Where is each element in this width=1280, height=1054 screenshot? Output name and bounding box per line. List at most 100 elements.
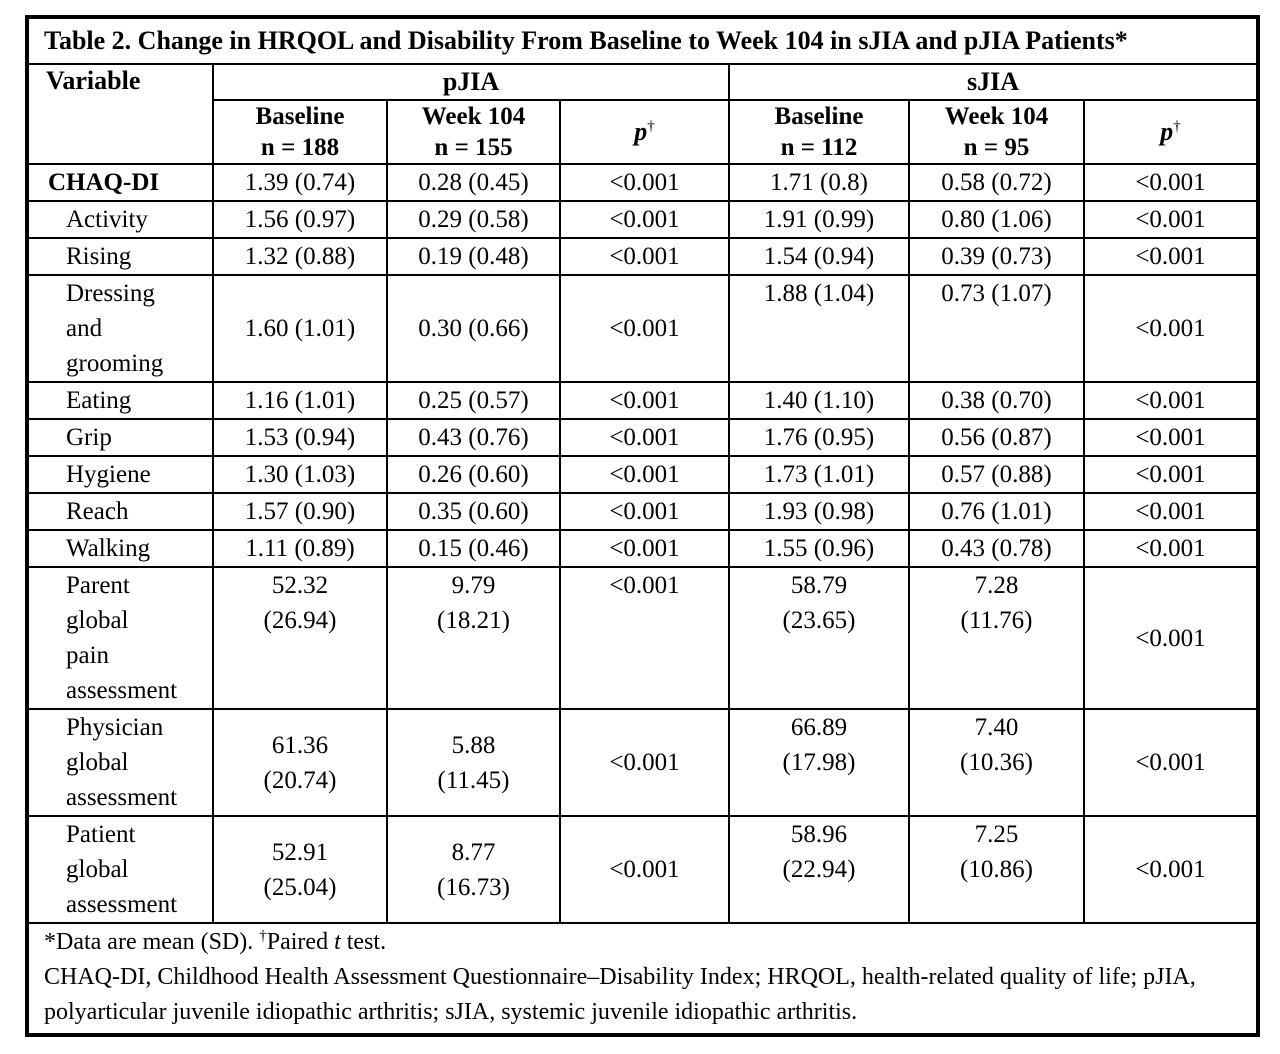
subheader-n: n = 188 bbox=[260, 134, 340, 161]
row-label: Parent global pain assessment bbox=[26, 566, 214, 710]
data-cell: <0.001 bbox=[1082, 455, 1260, 494]
data-cell: <0.001 bbox=[559, 381, 730, 420]
data-cell: 0.58 (0.72) bbox=[908, 163, 1085, 202]
data-cell: <0.001 bbox=[559, 200, 730, 239]
table-row: Dressing and grooming 1.60 (1.01) 0.30 (0.… bbox=[26, 274, 1260, 383]
data-cell: 1.54 (0.94) bbox=[728, 237, 910, 276]
data-cell: 1.73 (1.01) bbox=[728, 455, 910, 494]
data-cell: 58.96 (22.94) bbox=[728, 815, 910, 924]
data-cell: 58.79 (23.65) bbox=[728, 566, 910, 710]
row-label: Dressing and grooming bbox=[26, 274, 214, 383]
row-label: Activity bbox=[26, 200, 214, 239]
data-cell: <0.001 bbox=[1082, 381, 1260, 420]
footnote-test: test. bbox=[340, 929, 387, 955]
subheader-n: n = 95 bbox=[963, 134, 1030, 161]
column-header-sjia-week104: Week 104 n = 95 bbox=[908, 99, 1085, 165]
data-cell: 1.30 (1.03) bbox=[212, 455, 388, 494]
data-cell: 1.71 (0.8) bbox=[728, 163, 910, 202]
data-cell: 0.43 (0.78) bbox=[908, 529, 1085, 568]
data-cell: <0.001 bbox=[1082, 200, 1260, 239]
table-footer: *Data are mean (SD). †Paired t test. CHA… bbox=[25, 922, 1260, 1036]
data-cell: <0.001 bbox=[1082, 492, 1260, 531]
table-row: Eating 1.16 (1.01) 0.25 (0.57) <0.001 1.40 (… bbox=[26, 381, 1260, 420]
table-row: Rising 1.32 (0.88) 0.19 (0.48) <0.001 1.54 (… bbox=[26, 237, 1260, 276]
footnote-row: *Data are mean (SD). †Paired t test. CHA… bbox=[25, 922, 1260, 1036]
column-header-variable: Variable bbox=[26, 63, 214, 165]
data-cell: 7.25 (10.86) bbox=[908, 815, 1085, 924]
data-cell: 0.57 (0.88) bbox=[908, 455, 1085, 494]
data-cell: <0.001 bbox=[559, 708, 730, 817]
data-cell: <0.001 bbox=[1082, 708, 1260, 817]
data-cell: 0.76 (1.01) bbox=[908, 492, 1085, 531]
subheader-n: n = 112 bbox=[780, 134, 858, 161]
row-label: Eating bbox=[26, 381, 214, 420]
table-row: Patient global assessment 52.91 (25.04) 8.… bbox=[26, 815, 1260, 924]
footnotes: *Data are mean (SD). †Paired t test. CHA… bbox=[25, 922, 1260, 1036]
data-cell: <0.001 bbox=[559, 566, 730, 710]
table-row: Activity 1.56 (0.97) 0.29 (0.58) <0.001 1.91… bbox=[26, 200, 1260, 239]
subheader-title: Week 104 bbox=[944, 103, 1049, 130]
data-cell: 0.26 (0.60) bbox=[386, 455, 561, 494]
row-label: Physician global assessment bbox=[26, 708, 214, 817]
data-cell: 1.57 (0.90) bbox=[212, 492, 388, 531]
data-cell: 1.60 (1.01) bbox=[212, 274, 388, 383]
data-cell: 1.40 (1.10) bbox=[728, 381, 910, 420]
dagger-superscript: † bbox=[647, 118, 655, 135]
data-cell: <0.001 bbox=[1082, 274, 1260, 383]
data-cell: 52.32 (26.94) bbox=[212, 566, 388, 710]
p-symbol: p bbox=[1160, 117, 1174, 146]
footnote-line-1: *Data are mean (SD). †Paired t test. bbox=[44, 925, 1244, 960]
column-header-pjia-baseline: Baseline n = 188 bbox=[212, 99, 388, 165]
subheader-row: Baseline n = 188 Week 104 n = 155 p† Basel… bbox=[27, 99, 1260, 165]
data-cell: 1.88 (1.04) bbox=[728, 274, 910, 383]
subheader-title: Week 104 bbox=[421, 103, 526, 130]
data-cell: <0.001 bbox=[559, 237, 730, 276]
table-row: Hygiene 1.30 (1.03) 0.26 (0.60) <0.001 1.73 … bbox=[26, 455, 1260, 494]
p-symbol: p bbox=[634, 117, 648, 146]
row-label: Walking bbox=[26, 529, 214, 568]
data-cell: 0.28 (0.45) bbox=[386, 163, 561, 202]
data-cell: 1.76 (0.95) bbox=[728, 418, 910, 457]
table-row: Reach 1.57 (0.90) 0.35 (0.60) <0.001 1.93 (0… bbox=[26, 492, 1260, 531]
data-cell: 66.89 (17.98) bbox=[728, 708, 910, 817]
dagger-superscript: † bbox=[1173, 118, 1181, 135]
row-label: Grip bbox=[26, 418, 214, 457]
subheader-title: Baseline bbox=[255, 103, 345, 130]
data-cell: <0.001 bbox=[1082, 815, 1260, 924]
table-row: Walking 1.11 (0.89) 0.15 (0.46) <0.001 1.55 … bbox=[26, 529, 1260, 568]
footnote-data-note: *Data are mean (SD). bbox=[44, 929, 260, 955]
data-cell: 5.88 (11.45) bbox=[386, 708, 561, 817]
data-cell: 1.56 (0.97) bbox=[212, 200, 388, 239]
data-cell: 8.77 (16.73) bbox=[386, 815, 561, 924]
table-row: Physician global assessment 61.36 (20.74)… bbox=[26, 708, 1260, 817]
data-cell: <0.001 bbox=[1082, 163, 1260, 202]
data-cell: 1.11 (0.89) bbox=[212, 529, 388, 568]
column-group-sjia: sJIA bbox=[727, 63, 1260, 101]
data-cell: 0.30 (0.66) bbox=[386, 274, 561, 383]
table-header: Table 2. Change in HRQOL and Disability … bbox=[25, 16, 1260, 165]
data-cell: 1.32 (0.88) bbox=[212, 237, 388, 276]
table-title: Table 2. Change in HRQOL and Disability … bbox=[25, 16, 1260, 65]
footnote-line-2: CHAQ-DI, Childhood Health Assessment Que… bbox=[44, 964, 1196, 1025]
column-group-pjia: pJIA bbox=[212, 63, 730, 101]
footnote-t-italic: t bbox=[334, 929, 341, 955]
row-label: Hygiene bbox=[26, 455, 214, 494]
data-cell: <0.001 bbox=[559, 163, 730, 202]
row-label: Rising bbox=[26, 237, 214, 276]
hrqol-disability-table: Table 2. Change in HRQOL and Disability … bbox=[25, 15, 1261, 1037]
data-cell: <0.001 bbox=[559, 529, 730, 568]
data-cell: 0.19 (0.48) bbox=[386, 237, 561, 276]
data-cell: <0.001 bbox=[559, 455, 730, 494]
data-cell: 52.91 (25.04) bbox=[212, 815, 388, 924]
table-body: CHAQ-DI 1.39 (0.74) 0.28 (0.45) <0.001 1.71 … bbox=[26, 163, 1260, 924]
row-label: CHAQ-DI bbox=[26, 163, 214, 202]
table-row: Parent global pain assessment 52.32 (26.9… bbox=[26, 566, 1260, 710]
data-cell: <0.001 bbox=[1082, 237, 1260, 276]
data-cell: 0.25 (0.57) bbox=[386, 381, 561, 420]
data-cell: 0.29 (0.58) bbox=[386, 200, 561, 239]
data-cell: <0.001 bbox=[559, 815, 730, 924]
table-row: Grip 1.53 (0.94) 0.43 (0.76) <0.001 1.76 (0.… bbox=[26, 418, 1260, 457]
data-cell: 1.39 (0.74) bbox=[212, 163, 388, 202]
data-cell: <0.001 bbox=[559, 274, 730, 383]
